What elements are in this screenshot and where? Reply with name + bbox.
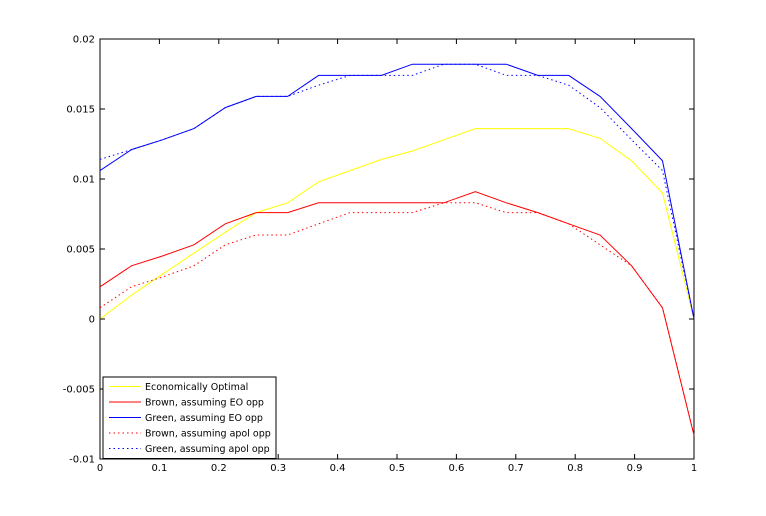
y-tick-label: 0.005 <box>66 245 95 256</box>
series-line-4 <box>99 202 695 436</box>
legend-label: Economically Optimal <box>145 382 248 393</box>
y-tick-label: 0.02 <box>73 35 95 46</box>
legend-label: Green, assuming apol opp <box>145 444 270 455</box>
series-layer <box>99 63 695 436</box>
x-tick-label: 1 <box>691 463 697 474</box>
tick-layer: 0 0.1 0.2 0.3 0.4 0.5 0.6 0.7 0.8 0.9 1 -0.01 -0.005… <box>63 35 697 475</box>
x-tick-label: 0 <box>97 463 103 474</box>
y-tick-label: -0.01 <box>69 455 95 466</box>
x-tick-label: 0.2 <box>211 463 227 474</box>
x-tick-label: 0.7 <box>508 463 524 474</box>
x-tick-label: 0.3 <box>270 463 286 474</box>
series-line-1 <box>99 128 695 320</box>
x-tick-label: 0.5 <box>389 463 405 474</box>
x-tick-label: 0.6 <box>448 463 464 474</box>
legend-label: Brown, assuming EO opp <box>145 398 264 409</box>
series-line-2 <box>99 191 695 436</box>
legend-label: Green, assuming EO opp <box>145 413 263 424</box>
x-tick-label: 0.1 <box>151 463 167 474</box>
x-tick-label: 0.4 <box>330 463 346 474</box>
series-line-3 <box>99 63 695 320</box>
legend-label: Brown, assuming apol opp <box>145 429 271 440</box>
y-tick-label: 0.01 <box>73 175 95 186</box>
y-tick-label: -0.005 <box>63 385 95 396</box>
x-tick-label: 0.8 <box>567 463 583 474</box>
legend: Economically Optimal Brown, assuming EO o… <box>102 376 277 459</box>
series-line-5 <box>99 63 695 320</box>
y-tick-label: 0 <box>89 315 95 326</box>
x-tick-label: 0.9 <box>627 463 643 474</box>
y-tick-label: 0.015 <box>66 105 95 116</box>
